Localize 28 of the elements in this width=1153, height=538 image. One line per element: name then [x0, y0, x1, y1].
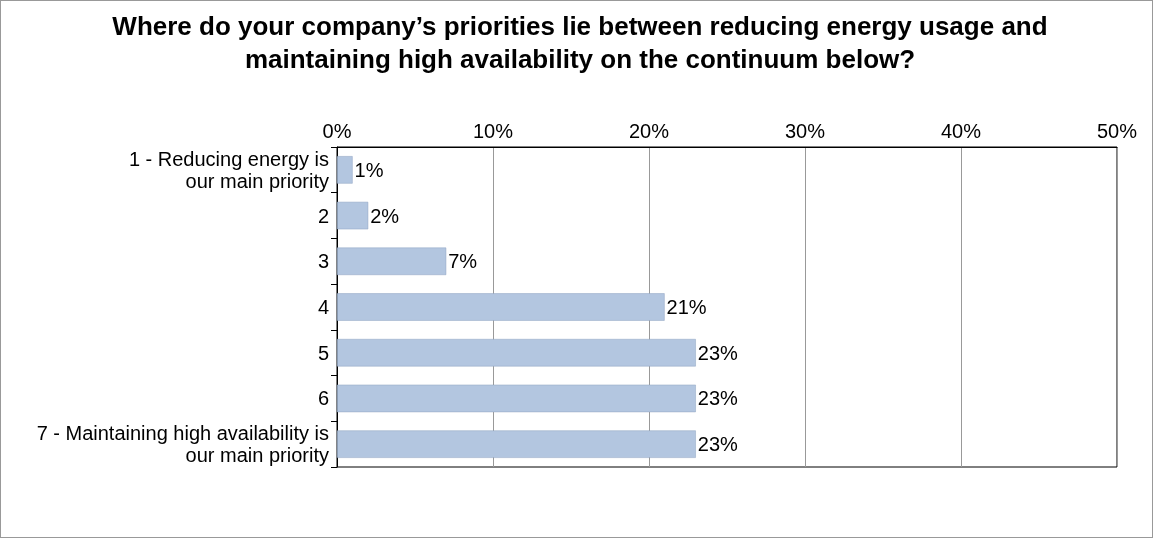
data-label: 1% [354, 158, 384, 181]
y-tick-label: 5 [317, 341, 329, 364]
y-tick-label: 6 [317, 387, 329, 410]
y-tick-label: 2 [317, 204, 329, 227]
y-tick-label: 1 - Reducing energy is our main priority [128, 147, 329, 192]
bar [337, 156, 353, 184]
bar [337, 247, 447, 275]
y-tick-label: 7 - Maintaining high availability is our main priority [36, 422, 329, 467]
y-tick-label: 4 [317, 296, 329, 318]
data-label: 21% [666, 296, 707, 318]
y-tick-label: 3 [317, 250, 329, 273]
x-tick-label: 10% [472, 120, 514, 142]
data-label: 23% [697, 433, 739, 456]
bar [337, 384, 696, 413]
x-tick-label: 0% [322, 120, 352, 142]
bar [337, 293, 665, 321]
x-tick-label: 50% [1096, 120, 1138, 142]
chart-title: Where do your company’s priorities lie between reducing energy usage and maintaining high availability on the continuum below? [111, 10, 1049, 76]
data-label: 23% [697, 341, 739, 364]
data-label: 2% [370, 204, 400, 227]
bar [337, 339, 696, 367]
data-label: 23% [697, 387, 739, 410]
x-tick-label: 40% [940, 120, 982, 142]
bar [337, 430, 696, 458]
data-label: 7% [448, 250, 478, 273]
x-tick-label: 30% [784, 120, 826, 142]
bar [337, 201, 369, 230]
x-tick-label: 20% [628, 120, 670, 142]
